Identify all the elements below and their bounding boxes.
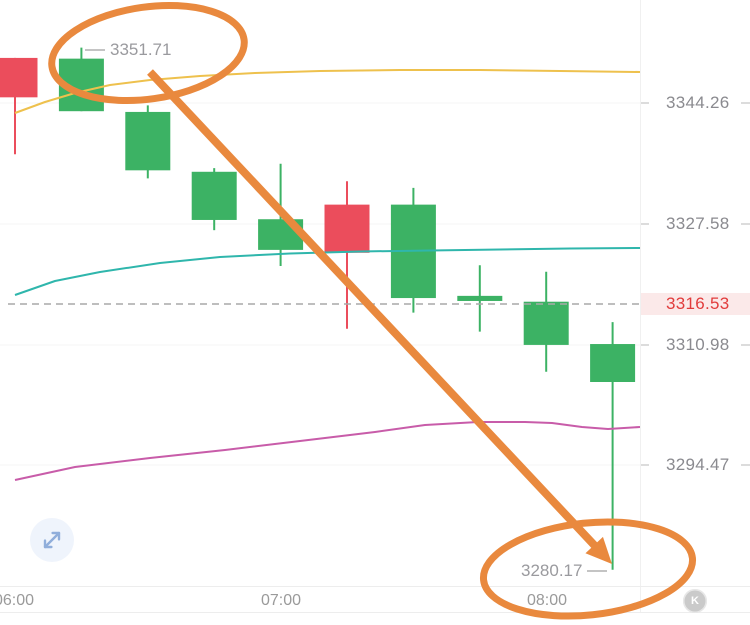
candle-07:15[interactable] — [324, 181, 370, 329]
candle-06:00[interactable] — [0, 57, 38, 155]
price-axis-tick — [641, 464, 649, 466]
price-axis-label: 3327.58 — [666, 214, 730, 233]
ma-magenta-line — [14, 421, 641, 481]
current-price-badge: 3316.53 — [641, 293, 750, 315]
candle-body — [324, 204, 370, 253]
candle-body — [258, 219, 304, 250]
candle-body — [125, 111, 171, 171]
price-axis-tick — [641, 223, 649, 225]
price-axis-tick — [741, 344, 750, 346]
price-axis-label: 3310.98 — [666, 335, 730, 354]
time-axis-label: 08:00 — [526, 592, 568, 609]
k-watermark-badge[interactable]: K — [683, 589, 707, 613]
time-axis-separator — [0, 586, 750, 587]
candle-body — [191, 171, 237, 220]
candle-08:15[interactable] — [590, 322, 636, 570]
candle-07:45[interactable] — [457, 265, 503, 332]
candle-body — [523, 301, 569, 345]
low-price-value: 3280.17 — [521, 561, 583, 580]
high-price-connector-dash — [85, 49, 105, 51]
macd-indicator-row[interactable]: MACD(12,26,9) DIF: 1.75 DEA:0.35 MACD: 4… — [5, 614, 130, 625]
candle-body — [0, 57, 38, 98]
current-price-value: 3316.53 — [666, 294, 730, 313]
candle-07:00[interactable] — [258, 163, 304, 266]
candle-body — [58, 58, 104, 112]
low-price-connector-dash — [587, 570, 608, 572]
axis-boundary-line — [640, 0, 641, 613]
price-axis-tick — [741, 102, 750, 104]
expand-button[interactable] — [30, 518, 74, 562]
ma-yellow-line — [14, 69, 641, 114]
high-price-annotation: 3351.71 — [85, 40, 171, 60]
macd-pane-separator — [0, 612, 750, 613]
price-axis-label: 3344.26 — [666, 93, 730, 112]
price-axis-tick — [641, 344, 649, 346]
expand-icon — [43, 531, 61, 549]
candle-06:45[interactable] — [191, 168, 237, 231]
time-axis-label: 06:00 — [0, 592, 35, 609]
low-price-annotation: 3280.17 — [521, 561, 608, 581]
price-axis-tick — [741, 223, 750, 225]
price-axis-tick — [741, 464, 750, 466]
price-axis-label: 3294.47 — [666, 455, 730, 474]
candle-06:30[interactable] — [125, 105, 171, 179]
candle-body — [590, 344, 636, 382]
candle-body — [457, 295, 503, 301]
high-price-value: 3351.71 — [110, 40, 172, 59]
time-axis-label: 07:00 — [260, 592, 302, 609]
candle-08:00[interactable] — [523, 271, 569, 372]
price-axis-tick — [641, 102, 649, 104]
